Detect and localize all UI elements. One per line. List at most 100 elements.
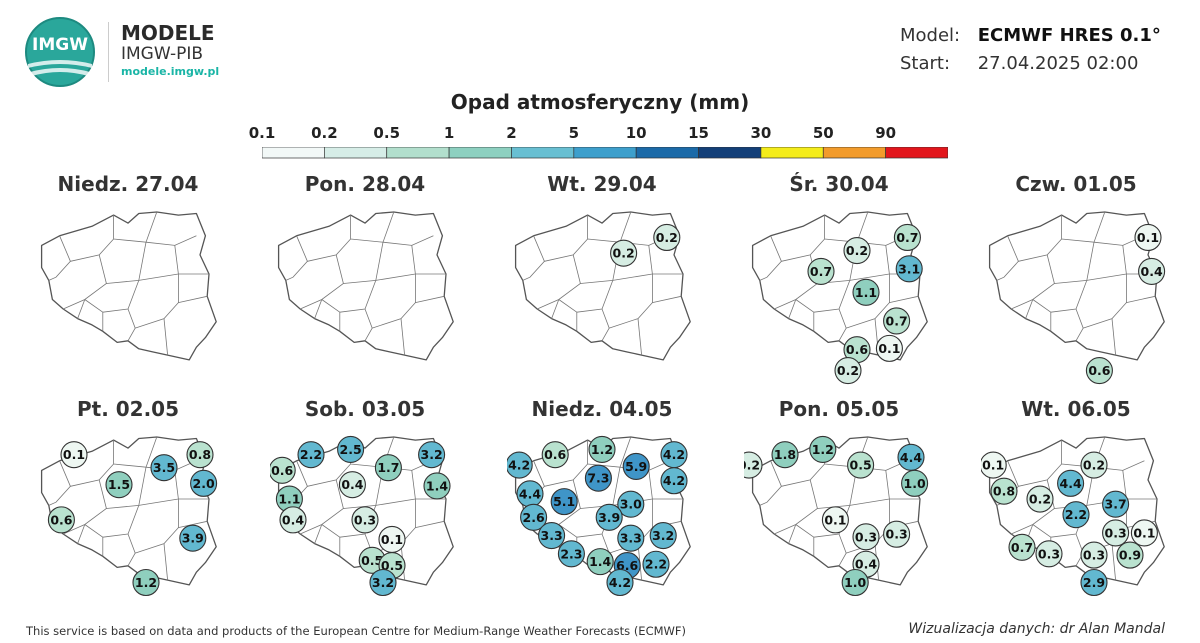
precip-marker: 0.6 <box>1085 357 1113 385</box>
voivodeship-border <box>113 211 158 243</box>
precip-marker: 0.2 <box>1080 451 1108 479</box>
precip-marker: 1.5 <box>105 471 133 499</box>
legend-swatch <box>448 147 512 159</box>
precip-value: 0.6 <box>1088 363 1110 378</box>
precip-value: 4.4 <box>519 486 541 501</box>
precip-value: 0.7 <box>886 313 908 328</box>
precip-value: 2.2 <box>300 447 322 462</box>
voivodeship-border <box>652 295 682 303</box>
precip-value: 0.7 <box>1011 540 1033 555</box>
precip-marker: 0.6 <box>541 441 569 469</box>
precip-value: 0.6 <box>544 447 566 462</box>
precip-marker: 2.0 <box>190 469 218 497</box>
precip-value: 0.4 <box>855 557 877 572</box>
precip-value: 0.4 <box>1141 264 1163 279</box>
voivodeship-border <box>77 524 86 544</box>
legend-tick-label: 15 <box>688 124 709 142</box>
voivodeship-border <box>817 467 858 509</box>
precip-value: 0.1 <box>1137 230 1159 245</box>
legend-swatch <box>760 147 824 159</box>
legend-swatch <box>324 147 388 159</box>
precip-value: 3.9 <box>182 531 204 546</box>
precip-marker: 0.1 <box>875 334 903 362</box>
precip-marker: 5.1 <box>550 488 578 516</box>
precip-value: 1.0 <box>904 476 926 491</box>
brand-subtitle: IMGW-PIB <box>121 44 204 64</box>
precip-marker: 3.2 <box>369 568 397 597</box>
precip-value: 3.3 <box>620 531 642 546</box>
precip-marker: 2.2 <box>642 550 670 578</box>
brand-block: MODELE IMGW-PIB modele.imgw.pl <box>108 22 219 82</box>
voivodeship-border <box>522 235 545 281</box>
day-title: Sob. 03.05 <box>304 397 426 421</box>
legend-swatch <box>885 147 948 159</box>
voivodeship-border <box>637 318 642 356</box>
voivodeship-border <box>300 479 344 535</box>
voivodeship-border <box>372 274 416 329</box>
voivodeship-border <box>1011 254 1055 310</box>
day-title: Czw. 01.05 <box>1015 172 1137 196</box>
precip-marker: 1.4 <box>423 472 451 500</box>
precip-value: 3.2 <box>421 447 443 462</box>
precip-value: 1.0 <box>844 575 866 590</box>
precip-marker: 0.5 <box>847 451 875 479</box>
day-title: Niedz. 04.05 <box>531 397 673 421</box>
precip-value: 0.2 <box>846 243 868 258</box>
voivodeship-border <box>70 440 114 487</box>
voivodeship-border <box>1061 211 1106 243</box>
precip-marker: 0.1 <box>981 451 1007 479</box>
legend-swatch <box>635 147 699 159</box>
precip-value: 3.2 <box>372 575 394 590</box>
precip-marker: 0.4 <box>1138 257 1166 285</box>
precip-marker: 2.2 <box>297 441 325 469</box>
legend-colorbar <box>262 147 948 159</box>
voivodeship-border <box>343 242 384 284</box>
precip-value: 4.4 <box>900 450 922 465</box>
brand-title: MODELE <box>121 21 215 45</box>
precip-value: 2.5 <box>340 442 362 457</box>
voivodeship-border <box>759 460 782 506</box>
precip-value: 1.7 <box>377 460 399 475</box>
day-title: Wt. 06.05 <box>1021 397 1131 421</box>
legend-scale-labels: 0.1 0.2 0.5 1 2 5 10 15 30 50 90 <box>0 124 1200 144</box>
voivodeship-border <box>84 524 104 557</box>
voivodeship-border <box>63 479 107 535</box>
voivodeship-border <box>314 524 323 544</box>
precip-marker: 0.4 <box>279 506 307 534</box>
source-note: This service is based on data and produc… <box>26 624 686 638</box>
precip-value: 0.7 <box>810 264 832 279</box>
precip-value: 0.5 <box>361 553 383 568</box>
precip-value: 2.3 <box>560 546 582 561</box>
precip-map: 0.2 1.8 1.2 4.4 0.5 1.0 0.1 0.3 0.3 0.4 1.0 <box>744 435 929 597</box>
voivodeship-border <box>1111 543 1116 581</box>
voivodeship-border <box>321 524 341 557</box>
legend-tick-label: 2 <box>506 124 517 142</box>
precip-map: 0.1 0.24.40.80.2 3.72.20.3 0.10.7 0.3 0.3 0.92… <box>981 436 1165 597</box>
precip-marker: 4.2 <box>606 568 634 597</box>
poland-outline <box>988 211 1165 361</box>
precip-map <box>40 211 217 361</box>
voivodeship-border <box>1018 215 1062 262</box>
voivodeship-border <box>285 235 308 281</box>
precip-value: 0.6 <box>50 512 72 527</box>
precip-value: 0.4 <box>282 512 304 527</box>
voivodeship-border <box>1025 299 1034 319</box>
precip-value: 3.1 <box>898 261 920 276</box>
day-title: Niedz. 27.04 <box>57 172 199 196</box>
brand-url[interactable]: modele.imgw.pl <box>121 65 220 78</box>
precip-marker: 0.3 <box>883 520 911 548</box>
precip-value: 1.2 <box>135 575 157 590</box>
day-title: Wt. 29.04 <box>547 172 657 196</box>
precip-marker: 1.4 <box>586 548 614 576</box>
voivodeship-border <box>63 254 107 310</box>
precip-value: 0.9 <box>1119 548 1141 563</box>
precip-marker: 0.3 <box>852 523 880 551</box>
precip-marker: 4.4 <box>1057 469 1085 497</box>
voivodeship-border <box>77 299 86 319</box>
precip-value: 0.2 <box>613 246 635 261</box>
voivodeship-border <box>350 211 395 243</box>
voivodeship-border <box>163 318 168 356</box>
legend-tick-label: 1 <box>443 124 455 142</box>
poland-outline <box>514 211 691 361</box>
precip-value: 3.9 <box>598 510 620 525</box>
